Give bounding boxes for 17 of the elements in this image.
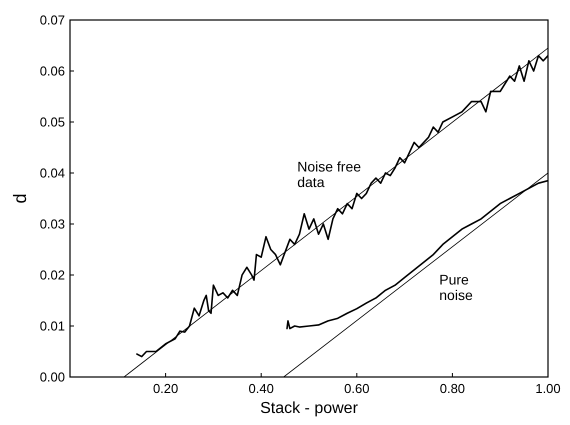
y-tick-label: 0.00 bbox=[40, 370, 65, 385]
x-tick-label: 0.80 bbox=[440, 381, 466, 396]
series-label: Noise free data bbox=[297, 158, 362, 190]
y-tick-label: 0.04 bbox=[40, 166, 65, 181]
y-tick-label: 0.03 bbox=[40, 216, 65, 232]
y-axis-title: d bbox=[10, 193, 30, 204]
x-axis-title: Stack - power bbox=[260, 400, 359, 417]
series-label: Pure noise bbox=[439, 272, 473, 303]
x-tick-label: 0.40 bbox=[248, 381, 274, 396]
y-tick-label: 0.05 bbox=[40, 114, 65, 130]
x-tick-label: 1.00 bbox=[535, 381, 561, 396]
y-tick-label: 0.06 bbox=[40, 64, 65, 79]
x-tick-label: 0.60 bbox=[344, 381, 370, 396]
y-tick-label: 0.07 bbox=[40, 12, 65, 28]
y-tick-label: 0.02 bbox=[40, 268, 65, 283]
x-tick-label: 0.20 bbox=[152, 381, 178, 396]
y-tick-label: 0.01 bbox=[40, 318, 65, 334]
